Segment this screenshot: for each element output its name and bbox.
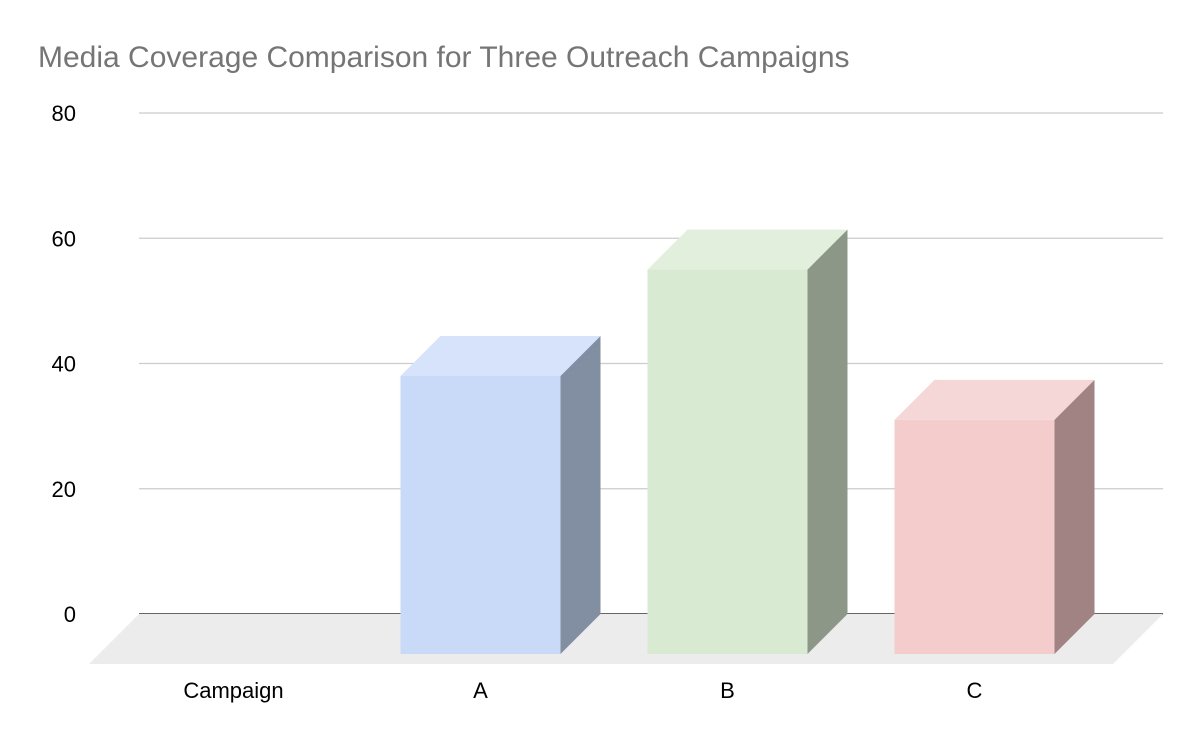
x-category-label: C [967, 678, 983, 703]
x-category-label: Campaign [183, 678, 283, 703]
bar-top [647, 229, 848, 270]
bar-front [647, 269, 808, 654]
x-category-label: B [720, 678, 735, 703]
bar-a [400, 336, 601, 654]
bar-b [647, 229, 848, 654]
chart-title: Media Coverage Comparison for Three Outr… [38, 41, 850, 74]
bar-front [400, 376, 561, 654]
y-tick-label: 80 [52, 101, 76, 126]
bar-side [1054, 379, 1095, 654]
x-category-label: A [473, 678, 488, 703]
bar-front [894, 419, 1055, 654]
y-tick-label: 20 [52, 477, 76, 502]
y-tick-label: 40 [52, 352, 76, 377]
y-tick-label: 0 [64, 602, 76, 627]
x-axis-labels: Campaign A B C [183, 678, 982, 703]
y-tick-label: 60 [52, 226, 76, 251]
bars [400, 229, 1095, 654]
bar-side [807, 229, 848, 654]
bar-side [560, 336, 601, 654]
bar-top [400, 336, 601, 377]
y-axis-ticks: 0 20 40 60 80 [52, 101, 76, 627]
bar-c [894, 379, 1095, 654]
bar-top [894, 379, 1095, 420]
